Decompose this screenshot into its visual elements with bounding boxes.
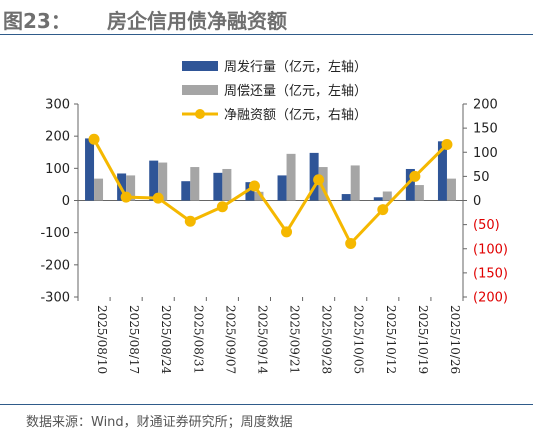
chart: 周发行量（亿元，左轴） 周偿还量（亿元，左轴） 净融资额（亿元，右轴） 300 200…	[40, 59, 507, 375]
issuance-bar	[149, 160, 159, 201]
legend-issuance-swatch	[182, 61, 218, 71]
repayment-bar	[126, 175, 136, 201]
net-financing-point	[120, 191, 132, 203]
issuance-bar	[181, 181, 191, 201]
right-tick-label: 0	[473, 194, 481, 209]
header-rule	[0, 34, 533, 35]
net-financing-point	[409, 170, 421, 182]
x-tick-label: 2025/08/31	[191, 305, 205, 374]
legend-repayment-label: 周偿还量（亿元，左轴）	[224, 84, 367, 99]
repayment-bar	[158, 162, 168, 201]
issuance-bar	[405, 168, 415, 201]
net-financing-line	[88, 133, 453, 249]
issuance-bar	[437, 141, 447, 201]
repayment-bar	[350, 165, 360, 201]
issuance-bar	[85, 138, 95, 201]
issuance-bar	[277, 175, 287, 201]
right-tick-label: 100	[473, 146, 498, 161]
x-tick-label: 2025/10/19	[416, 305, 430, 374]
source-note: 数据来源：Wind，财通证券研究所；周度数据	[26, 415, 293, 430]
x-tick-label: 2025/08/24	[159, 305, 173, 375]
net-financing-point	[248, 180, 260, 192]
issuance-bar	[245, 182, 255, 201]
issuance-bar	[213, 172, 223, 201]
legend-net-financing-label: 净融资额（亿元，右轴）	[224, 108, 367, 123]
repayment-bar	[446, 178, 456, 201]
x-tick-label: 2025/10/12	[384, 305, 398, 374]
net-financing-point	[281, 226, 293, 238]
footer-rule	[0, 404, 533, 405]
net-financing-polyline	[92, 138, 449, 247]
x-tick-label: 2025/09/21	[288, 305, 302, 374]
issuance-bar	[341, 194, 351, 201]
repayment-bar	[286, 153, 296, 201]
figure-title: 房企信用债净融资额	[107, 9, 287, 33]
repayment-bar	[318, 167, 328, 201]
right-tick-label: (100)	[473, 242, 508, 257]
left-tick-label: 200	[45, 130, 70, 145]
legend-issuance-label: 周发行量（亿元，左轴）	[224, 59, 367, 75]
x-tick-label: 2025/08/10	[95, 305, 109, 374]
right-tick-label: (200)	[473, 291, 508, 306]
x-tick-label: 2025/10/05	[352, 305, 366, 374]
net-financing-point	[216, 201, 228, 213]
net-financing-point	[88, 133, 100, 145]
left-tick-label: -200	[40, 258, 70, 273]
repayment-bar	[190, 167, 200, 201]
legend: 周发行量（亿元，左轴） 周偿还量（亿元，左轴） 净融资额（亿元，右轴）	[182, 59, 367, 123]
net-financing-point	[184, 215, 196, 227]
net-financing-point	[441, 139, 453, 151]
left-tick-label: -100	[40, 226, 70, 241]
repayment-bar	[382, 191, 392, 201]
left-tick-label: 0	[62, 194, 70, 209]
figure-header: 图23： 房企信用债净融资额	[0, 0, 533, 36]
right-tick-label: 50	[473, 170, 490, 185]
legend-net-financing-swatch-marker	[195, 109, 205, 119]
right-tick-label: (150)	[473, 266, 508, 281]
x-tick-label: 2025/09/14	[255, 305, 269, 375]
right-tick-label: 150	[473, 122, 498, 137]
left-tick-label: -300	[40, 291, 70, 306]
net-financing-point	[377, 204, 389, 216]
x-tick-label: 2025/09/07	[223, 305, 237, 374]
x-tick-label: 2025/09/28	[320, 305, 334, 374]
repayment-bar	[222, 168, 232, 201]
repayment-bar	[414, 185, 424, 201]
right-tick-label: (50)	[473, 218, 500, 233]
net-financing-point	[313, 174, 325, 186]
left-tick-label: 300	[45, 98, 70, 113]
net-financing-point	[345, 237, 357, 249]
axes: 300 200 100 0 -100 -200 -300 200 150 100 50 0 (50) (1…	[40, 98, 507, 375]
issuance-bar	[373, 197, 383, 201]
repayment-bar	[94, 178, 104, 201]
legend-repayment-swatch	[182, 85, 218, 95]
x-tick-label: 2025/10/26	[448, 305, 462, 374]
left-tick-label: 100	[45, 162, 70, 177]
x-tick-label: 2025/08/17	[127, 305, 141, 374]
figure-label: 图23：	[3, 9, 71, 33]
net-financing-point	[152, 192, 164, 204]
repayment-bar	[254, 191, 264, 201]
right-tick-label: 200	[473, 98, 498, 113]
